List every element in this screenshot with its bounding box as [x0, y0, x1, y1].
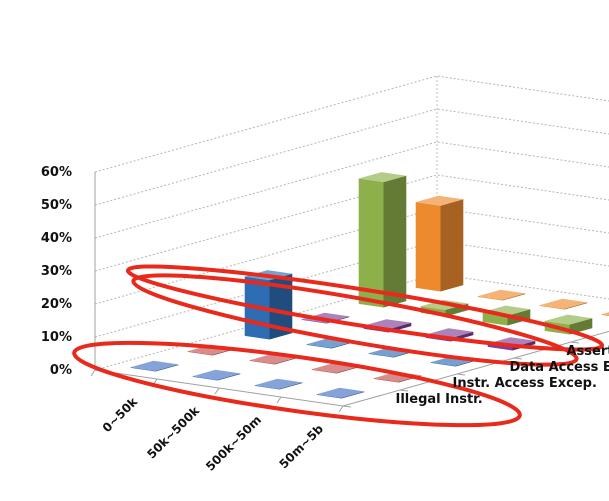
depth-tick-mark	[513, 357, 523, 360]
bar-top-face	[544, 314, 593, 325]
bar-front-face	[254, 385, 280, 390]
series-label: Data Access Excep.	[510, 360, 609, 375]
bar-side-face	[564, 302, 588, 310]
bar	[358, 172, 407, 308]
x-tick-mark	[90, 369, 96, 377]
bar-front-face	[130, 367, 156, 372]
bar-front-face	[316, 394, 342, 399]
gridline-6	[94, 75, 609, 173]
bar-top-face	[415, 195, 464, 206]
bar-side-face	[269, 273, 293, 340]
y-tick-label: 40%	[41, 231, 72, 246]
bar	[192, 369, 241, 381]
y-tick-label: 60%	[41, 165, 72, 180]
series-label: Assertion	[567, 344, 609, 359]
bar	[601, 312, 609, 316]
gridline-5	[94, 108, 609, 206]
bar-side-face	[155, 364, 179, 372]
bar-front-face	[368, 353, 394, 358]
bar-top-face	[192, 369, 241, 380]
annotation-ellipse	[72, 340, 522, 428]
bar	[415, 195, 464, 292]
depth-tick-mark	[342, 405, 352, 408]
bar-front-face	[539, 305, 565, 310]
annotation-ellipses	[72, 264, 605, 428]
x-tick-mark	[214, 387, 220, 395]
bar-front-face	[187, 351, 213, 356]
chart-bars	[130, 172, 609, 399]
bar	[316, 387, 365, 399]
bar-side-face	[217, 373, 241, 381]
x-tick-mark	[338, 405, 344, 413]
bar-top-face	[254, 378, 303, 389]
bar	[254, 378, 303, 390]
bar-front-face	[192, 376, 218, 381]
bar-front-face	[477, 296, 503, 301]
y-tick-label: 10%	[41, 330, 72, 345]
bar-side-face	[274, 357, 298, 365]
gridline-4	[94, 141, 609, 239]
bar-top-face	[601, 312, 609, 316]
bar-side-face	[336, 366, 360, 374]
x-category-label: 500k~50m	[203, 413, 264, 474]
bar	[477, 289, 526, 301]
bar-top-face	[316, 387, 365, 398]
annotation-ellipse	[131, 273, 579, 367]
bar-side-face	[569, 318, 593, 335]
bar-front-face	[430, 362, 456, 367]
bar-front-face	[415, 202, 441, 292]
series-label: Illegal Instr.	[396, 392, 483, 407]
bar-front-face	[601, 314, 609, 316]
bar-top-face	[539, 298, 588, 309]
y-tick-label: 0%	[50, 363, 72, 378]
series-label: Instr. Access Excep.	[453, 376, 597, 391]
annotation-ellipse	[125, 264, 605, 352]
bar-front-face	[358, 178, 384, 308]
x-category-label: 50k~500k	[144, 403, 203, 462]
bar-top-face	[358, 172, 407, 183]
y-tick-label: 50%	[41, 198, 72, 213]
x-tick-mark	[276, 396, 282, 404]
bar	[539, 298, 588, 310]
x-category-label: 50m~5b	[276, 421, 326, 471]
bar	[130, 360, 179, 372]
bar-top-face	[477, 289, 526, 300]
y-tick-label: 30%	[41, 264, 72, 279]
bar-front-face	[373, 378, 399, 383]
x-category-label: 0~50k	[100, 394, 141, 435]
depth-tick-mark	[456, 373, 466, 376]
bar-front-face	[301, 319, 327, 324]
bar-top-face	[130, 360, 179, 371]
bar-side-face	[341, 391, 365, 399]
depth-tick-mark	[570, 341, 580, 344]
depth-tick-mark	[399, 389, 409, 392]
bar-side-face	[502, 293, 526, 301]
bar-front-face	[306, 344, 332, 349]
bar-front-face	[249, 360, 275, 365]
y-tick-label: 20%	[41, 297, 72, 312]
bar-side-face	[440, 199, 464, 292]
gridline-3	[94, 174, 609, 272]
bar-side-face	[279, 382, 303, 390]
bar-front-face	[311, 369, 337, 374]
bar-side-face	[383, 175, 407, 308]
